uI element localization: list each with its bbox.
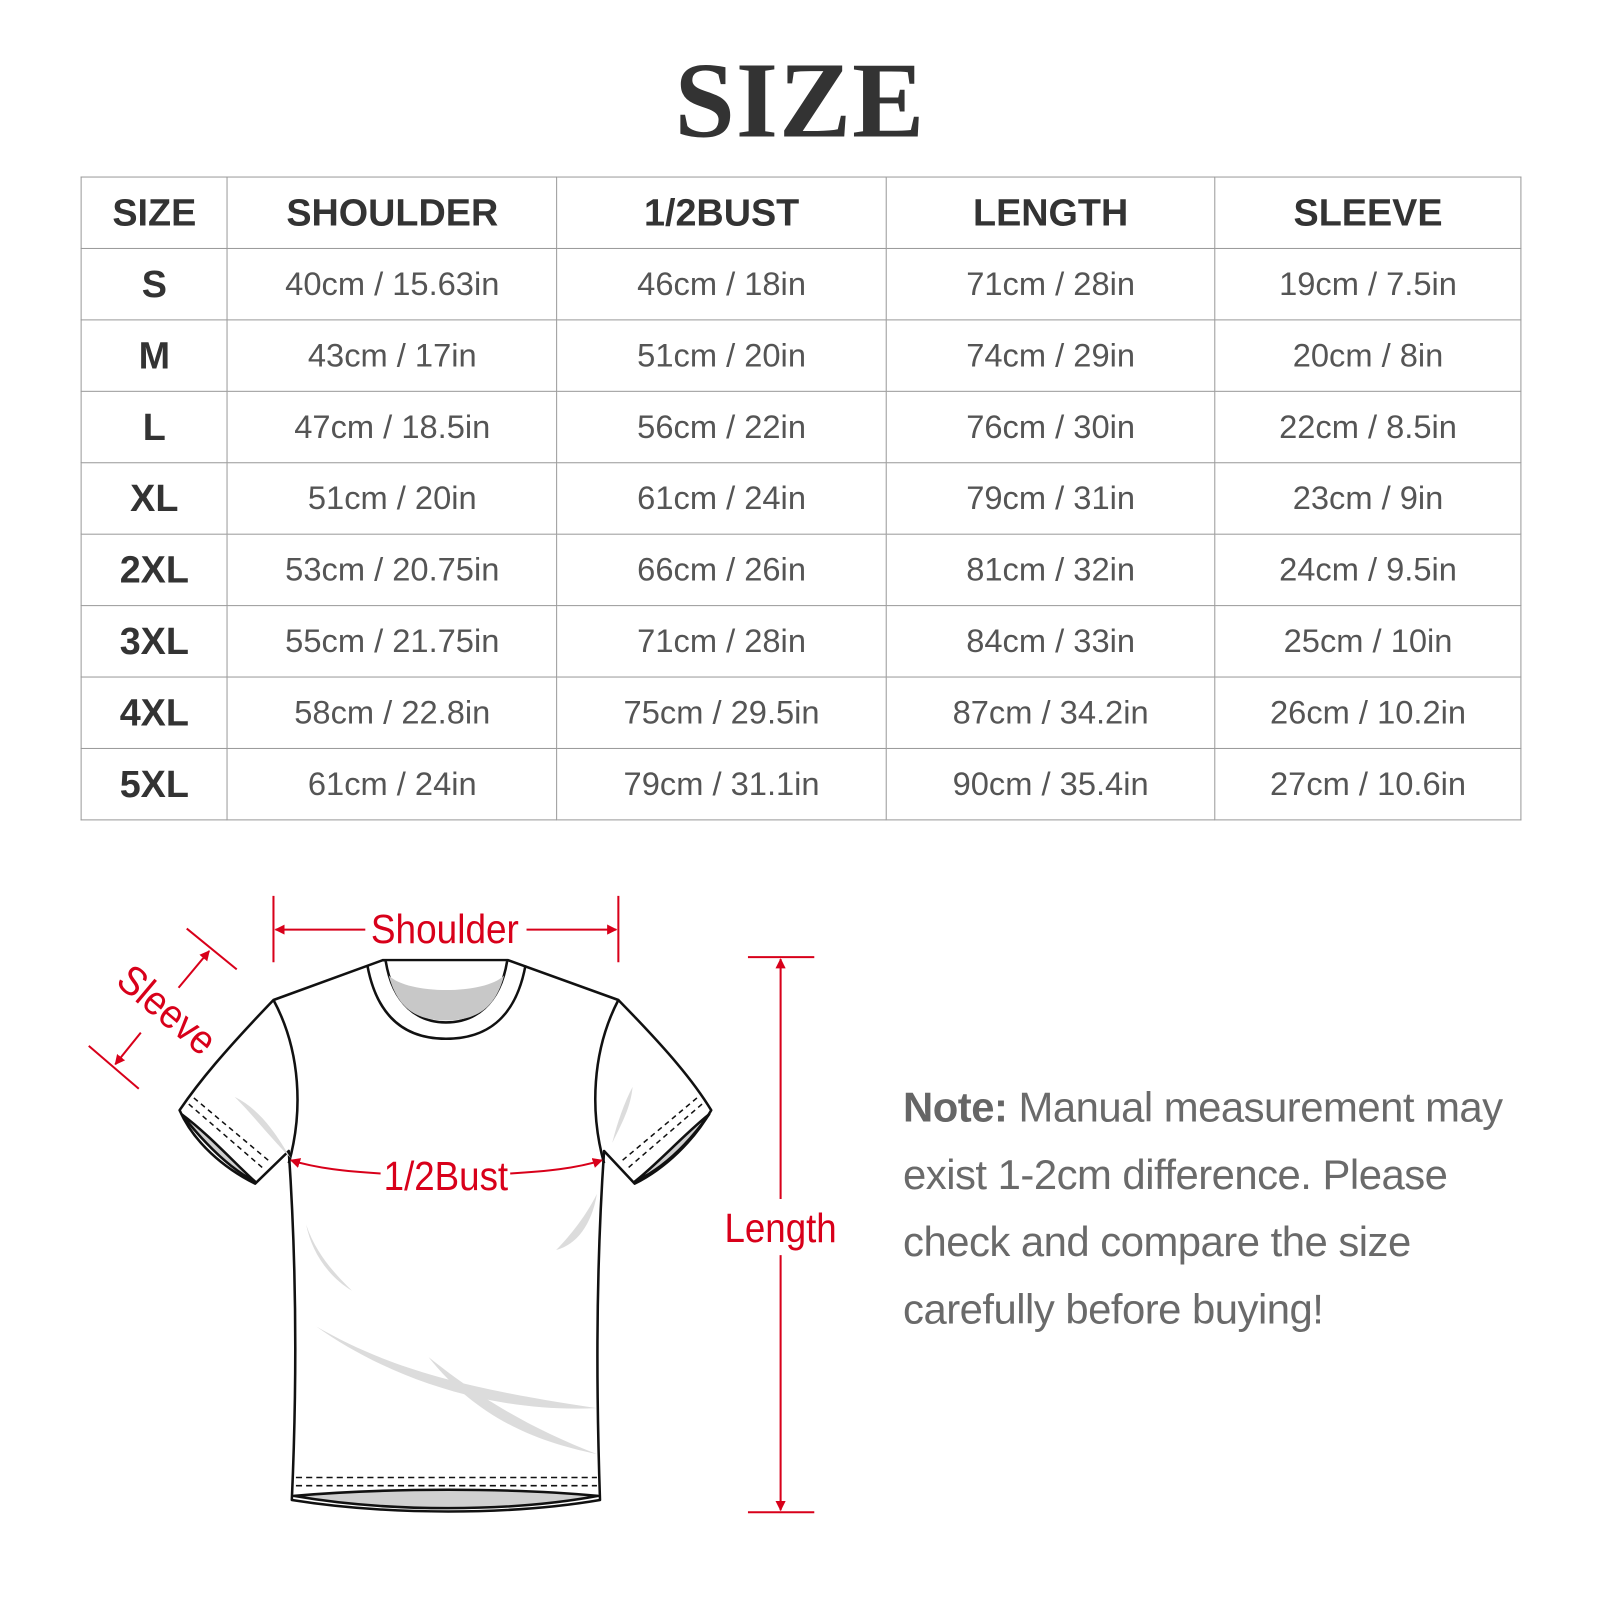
size-cell: 5XL [80, 747, 229, 821]
measurement-cell: 27cm / 10.6in [1214, 747, 1522, 821]
note-body: Manual measurement may exist 1-2cm diffe… [903, 1083, 1503, 1333]
bust-right-arrow [510, 1158, 604, 1175]
measurement-cell: 55cm / 21.75in [226, 605, 558, 678]
measurement-cell: 20cm / 8in [1214, 319, 1522, 392]
note-text: Note: Manual measurement may exist 1-2cm… [903, 1073, 1556, 1342]
size-table: SIZE SHOULDER 1/2BUST LENGTH SLEEVE S 40cm / … [80, 176, 1522, 821]
size-cell: L [80, 390, 229, 464]
bust-label: 1/2Bust [384, 1153, 509, 1199]
table-row: S 40cm / 15.63in 46cm / 18in 71cm / 28in 19c… [80, 247, 1522, 321]
sleeve-bottom-tick [88, 1045, 140, 1090]
table-row: 3XL 55cm / 21.75in 71cm / 28in 84cm / 33in 2… [80, 605, 1522, 678]
measurement-cell: 26cm / 10.2in [1214, 676, 1522, 749]
measurement-cell: 71cm / 28in [885, 247, 1216, 321]
bust-left-arrow [289, 1158, 381, 1175]
size-cell: 4XL [80, 676, 229, 749]
table-row: M 43cm / 17in 51cm / 20in 74cm / 29in 20cm /… [80, 319, 1522, 392]
note-label: Note: [903, 1083, 1008, 1131]
column-header: LENGTH [885, 176, 1216, 249]
length-label: Length [724, 1205, 836, 1251]
measurement-cell: 87cm / 34.2in [885, 676, 1216, 749]
measurement-cell: 22cm / 8.5in [1214, 390, 1522, 464]
column-header: SLEEVE [1214, 176, 1522, 249]
size-cell: XL [80, 462, 229, 535]
sleeve-down-arrow [114, 1032, 142, 1066]
measurement-cell: 79cm / 31.1in [556, 747, 887, 821]
table-header-row: SIZE SHOULDER 1/2BUST LENGTH SLEEVE [80, 176, 1522, 249]
page-title: SIZE [674, 40, 926, 161]
sleeve-top-tick [186, 927, 238, 971]
measurement-cell: 46cm / 18in [556, 247, 887, 321]
measurement-cell: 25cm / 10in [1214, 605, 1522, 678]
size-cell: S [80, 247, 229, 321]
measurement-cell: 24cm / 9.5in [1214, 533, 1522, 607]
measurement-cell: 81cm / 32in [885, 533, 1216, 607]
shoulder-label: Shoulder [371, 906, 519, 952]
measurement-cell: 66cm / 26in [556, 533, 887, 607]
measurement-cell: 71cm / 28in [556, 605, 887, 678]
table-row: 5XL 61cm / 24in 79cm / 31.1in 90cm / 35.4in… [80, 747, 1522, 821]
measurement-cell: 61cm / 24in [226, 747, 558, 821]
measurement-cell: 74cm / 29in [885, 319, 1216, 392]
table-row: L 47cm / 18.5in 56cm / 22in 76cm / 30in 22cm… [80, 390, 1522, 464]
measurement-cell: 19cm / 7.5in [1214, 247, 1522, 321]
measurement-cell: 90cm / 35.4in [885, 747, 1216, 821]
measurement-cell: 84cm / 33in [885, 605, 1216, 678]
measurement-cell: 76cm / 30in [885, 390, 1216, 464]
measurement-cell: 75cm / 29.5in [556, 676, 887, 749]
measurement-cell: 53cm / 20.75in [226, 533, 558, 607]
sleeve-label: Sleeve [109, 955, 226, 1064]
sleeve-up-arrow [177, 950, 210, 989]
table-row: 2XL 53cm / 20.75in 66cm / 26in 81cm / 32in 2… [80, 533, 1522, 607]
table-row: XL 51cm / 20in 61cm / 24in 79cm / 31in 23cm … [80, 462, 1522, 535]
size-cell: M [80, 319, 229, 392]
tshirt-icon [178, 958, 713, 1513]
measurement-cell: 43cm / 17in [226, 319, 558, 392]
table-row: 4XL 58cm / 22.8in 75cm / 29.5in 87cm / 34.2… [80, 676, 1522, 749]
column-header: 1/2BUST [556, 176, 887, 249]
measurement-cell: 79cm / 31in [885, 462, 1216, 535]
measurement-cell: 23cm / 9in [1214, 462, 1522, 535]
measurement-cell: 56cm / 22in [556, 390, 887, 464]
column-header: SIZE [80, 176, 229, 249]
measurement-cell: 40cm / 15.63in [226, 247, 558, 321]
measurement-cell: 61cm / 24in [556, 462, 887, 535]
measurement-cell: 58cm / 22.8in [226, 676, 558, 749]
measurement-cell: 51cm / 20in [226, 462, 558, 535]
size-cell: 3XL [80, 605, 229, 678]
